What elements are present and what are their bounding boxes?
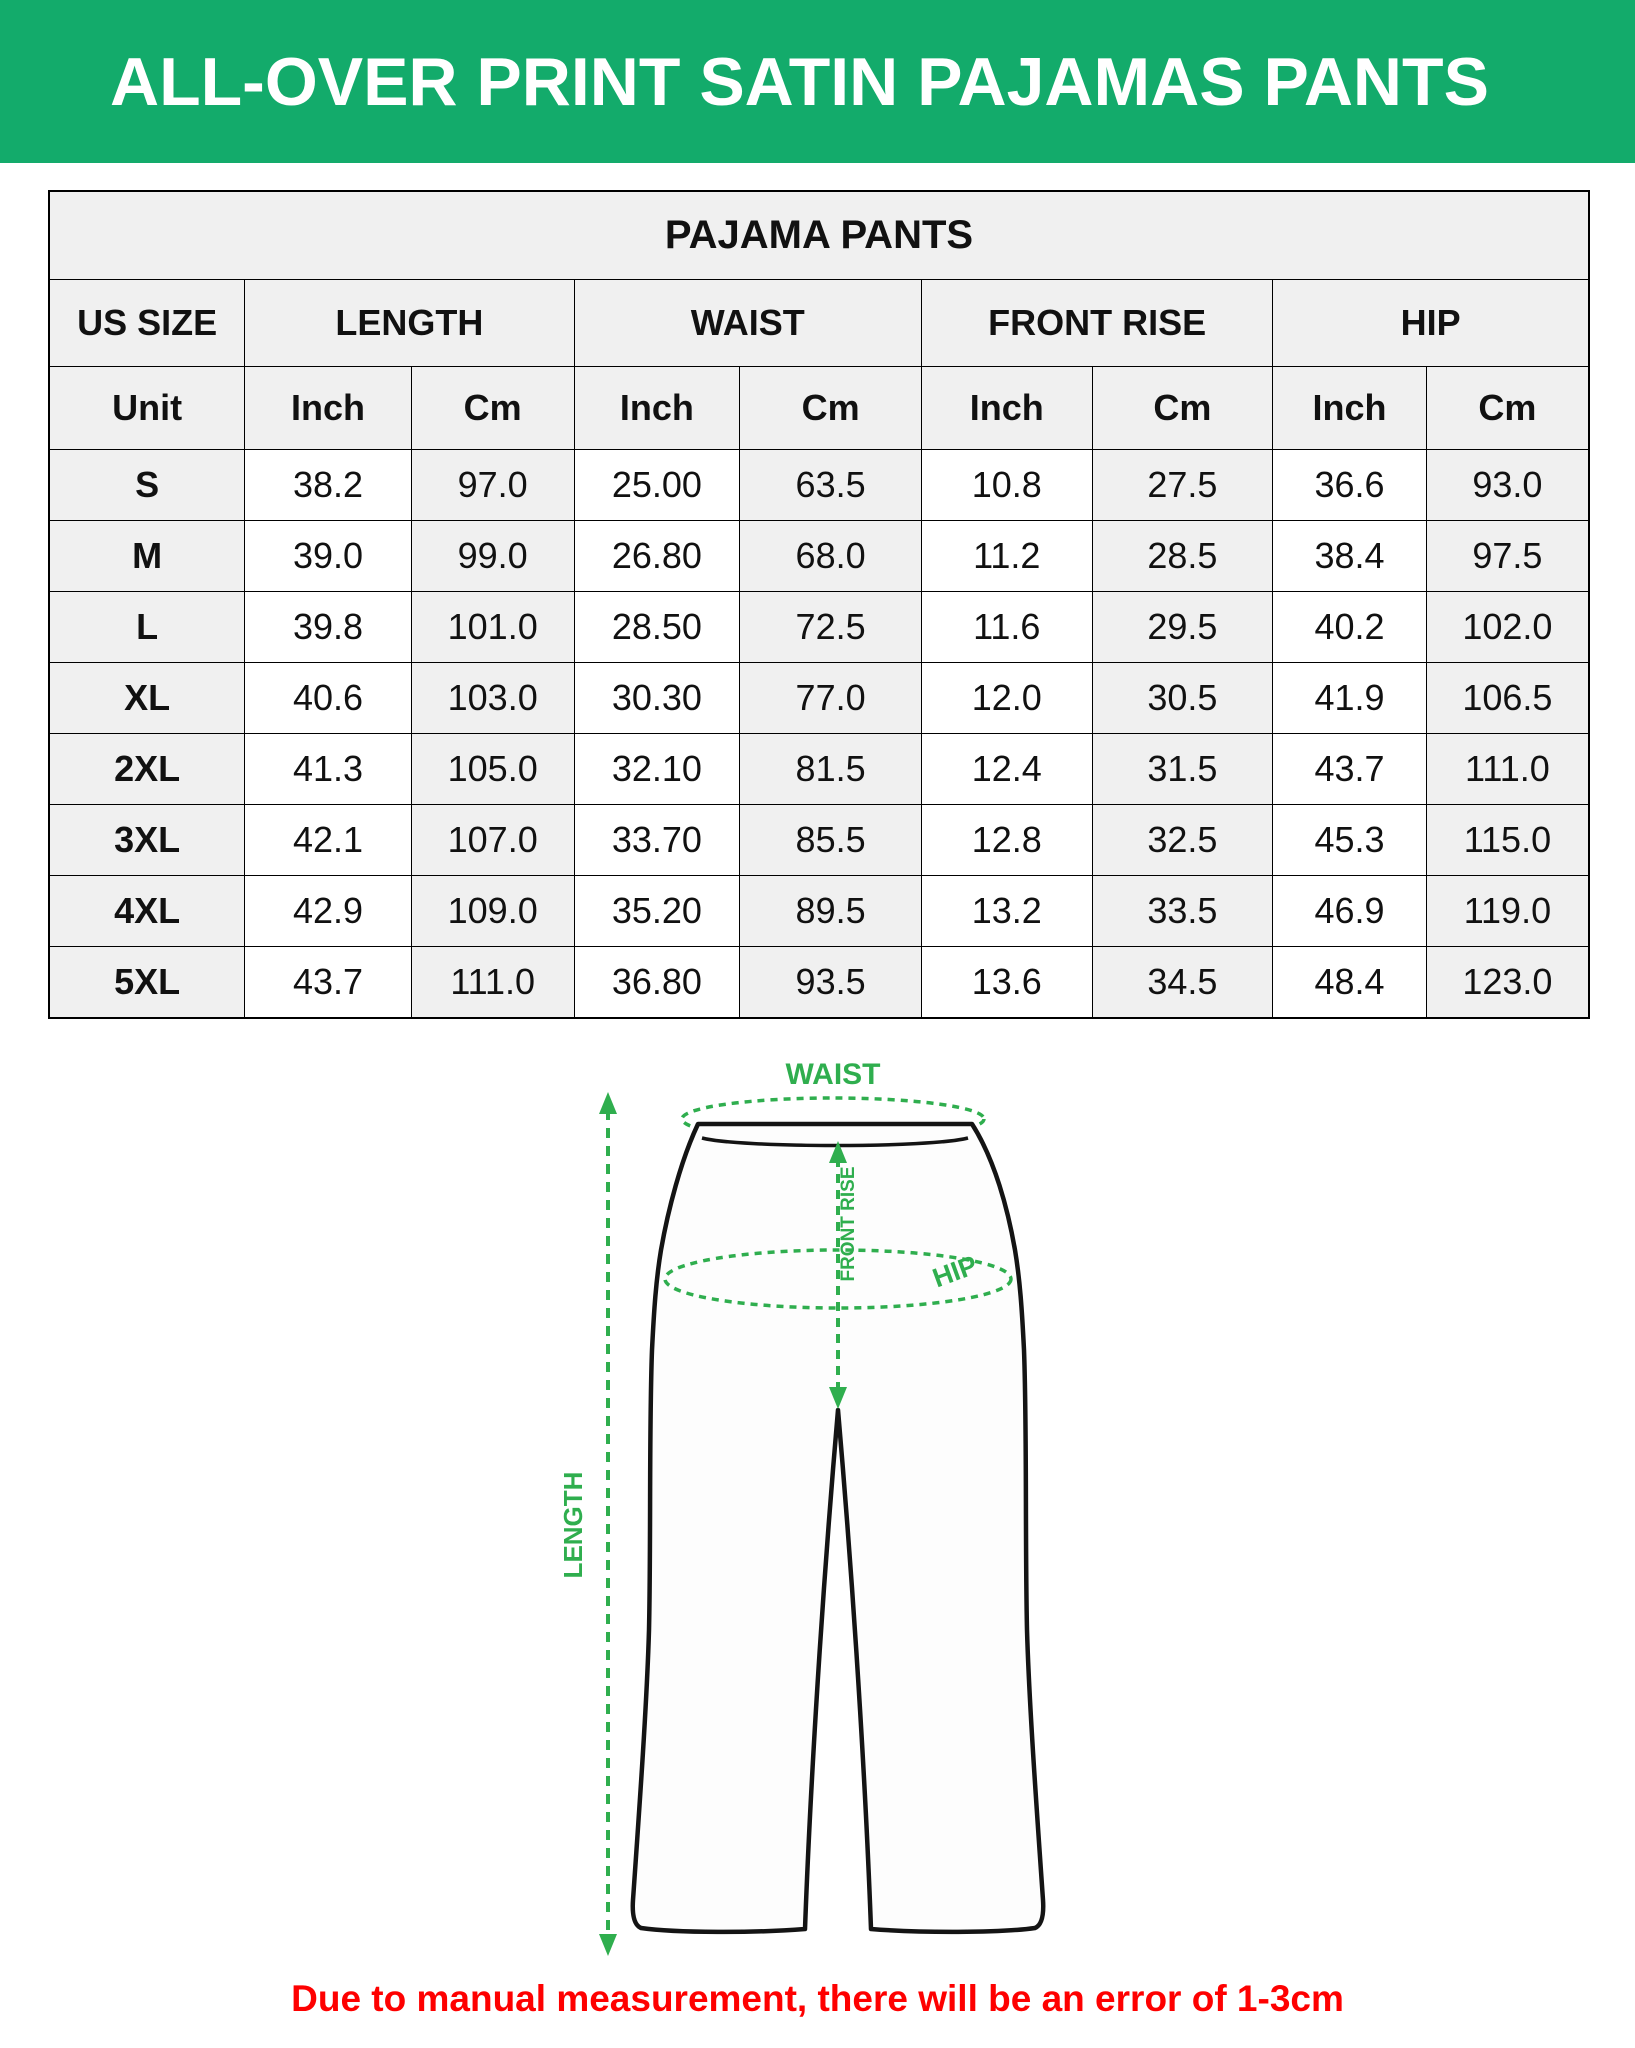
svg-text:LENGTH: LENGTH: [558, 1472, 588, 1579]
svg-text:FRONT RISE: FRONT RISE: [838, 1166, 859, 1281]
svg-text:WAIST: WAIST: [786, 1058, 881, 1091]
